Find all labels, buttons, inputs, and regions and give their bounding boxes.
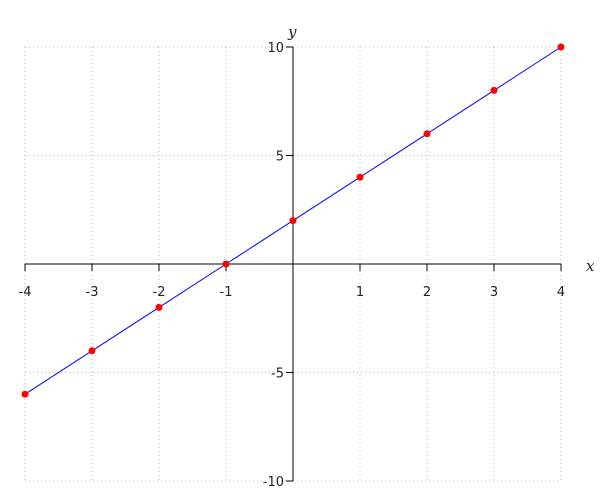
data-point bbox=[88, 347, 96, 355]
x-tick-label: 4 bbox=[557, 285, 565, 300]
data-point bbox=[222, 260, 230, 268]
data-point bbox=[155, 303, 163, 311]
x-tick-label: -2 bbox=[153, 285, 166, 300]
x-tick-label: -4 bbox=[19, 285, 32, 300]
y-axis-label: y bbox=[287, 23, 297, 41]
x-tick-label: 1 bbox=[356, 285, 364, 300]
data-point bbox=[289, 217, 297, 225]
x-tick-label: 2 bbox=[423, 285, 431, 300]
data-point bbox=[356, 173, 364, 181]
data-point bbox=[423, 130, 431, 138]
x-tick-label: -1 bbox=[220, 285, 233, 300]
y-tick-label: -5 bbox=[271, 367, 284, 382]
axes bbox=[25, 47, 561, 481]
x-tick-label: -3 bbox=[86, 285, 99, 300]
plot-area bbox=[21, 43, 565, 398]
x-axis-label: x bbox=[586, 257, 595, 275]
data-point bbox=[21, 390, 29, 398]
data-point bbox=[490, 86, 498, 94]
y-tick-label: 10 bbox=[267, 41, 284, 56]
data-point bbox=[557, 43, 565, 51]
y-tick-label: -10 bbox=[263, 475, 284, 490]
ticks: -4 -3 -2 -1 1 2 3 4 -10 -5 5 10 bbox=[19, 41, 566, 490]
y-tick-label: 5 bbox=[276, 150, 284, 165]
x-tick-label: 3 bbox=[490, 285, 498, 300]
